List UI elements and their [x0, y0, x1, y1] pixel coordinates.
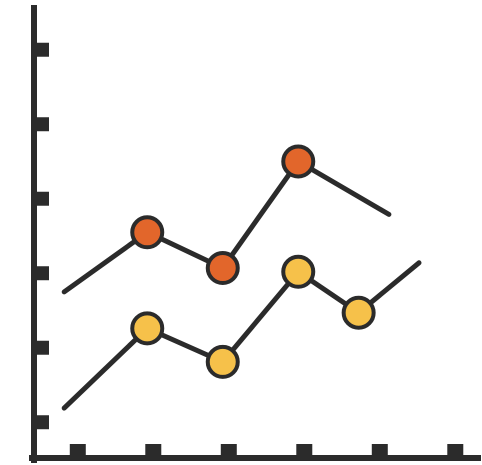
series-2-line [61, 260, 422, 411]
x-axis-tick [69, 444, 86, 458]
series-1-point [281, 144, 316, 179]
y-axis-tick [34, 191, 49, 206]
series-2-point [281, 254, 316, 289]
series-1-point [205, 251, 240, 286]
y-axis-tick [34, 266, 49, 281]
x-axis-tick [296, 444, 313, 458]
x-axis-tick [145, 444, 162, 458]
y-axis-tick [34, 117, 49, 132]
x-axis-tick [447, 444, 464, 458]
series-1-point [130, 215, 165, 250]
x-axis-tick [220, 444, 237, 458]
series-2-point [205, 344, 240, 379]
series-2-point [130, 311, 165, 346]
y-axis-tick [34, 340, 49, 355]
series-2-point [341, 295, 376, 330]
x-axis-tick [371, 444, 388, 458]
y-axis-tick [34, 415, 49, 430]
y-axis-tick [34, 42, 49, 57]
